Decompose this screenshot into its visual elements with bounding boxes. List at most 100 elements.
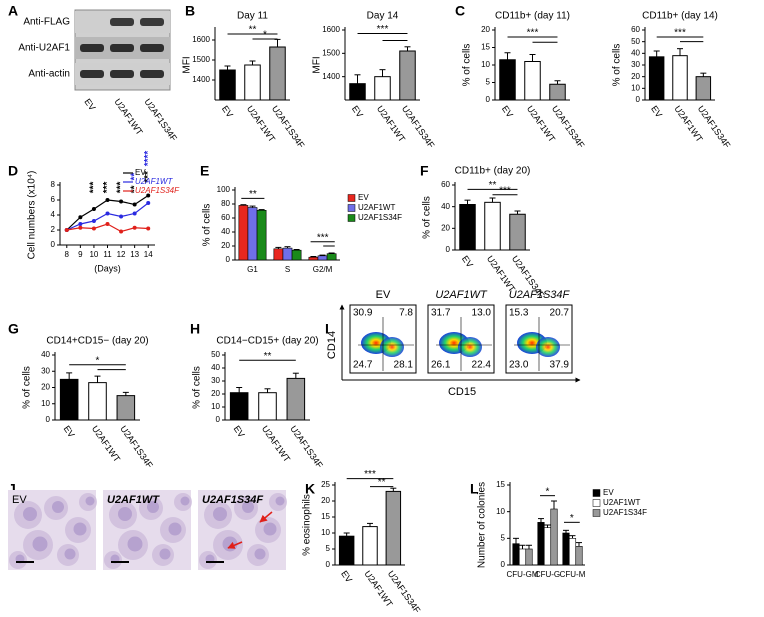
point (78, 222, 83, 226)
significance-label: *** (674, 28, 686, 39)
legend-swatch (592, 499, 601, 507)
quadrant-value: 26.1 (431, 360, 451, 371)
x-tick-label: U2AF1S34F (270, 104, 307, 151)
point (78, 225, 83, 230)
quadrant-value: 37.9 (550, 360, 570, 371)
y-axis-label: % of cells (202, 204, 213, 247)
significance-label: * (570, 513, 574, 524)
legend-label: EV (135, 168, 146, 177)
bar (518, 548, 527, 566)
bar (256, 210, 267, 261)
point (64, 228, 69, 232)
significance-label: ** (264, 351, 272, 362)
y-tick-label: 30 (211, 376, 220, 385)
point (132, 225, 137, 230)
point (132, 202, 137, 207)
point (119, 229, 124, 234)
nucleus (64, 548, 76, 560)
bar (385, 490, 402, 566)
quadrant-value: 24.7 (353, 360, 373, 371)
bar (543, 527, 552, 566)
significance-label: ** (129, 173, 140, 181)
point (119, 214, 124, 219)
panel-letter: B (185, 3, 195, 19)
bar (238, 205, 249, 261)
flow-density (536, 337, 560, 357)
bar (59, 378, 79, 421)
significance-label: *** (317, 232, 329, 243)
significance-label: ** (249, 189, 257, 200)
legend-label: U2AF1S34F (358, 213, 402, 222)
blot-row-label: Anti-actin (28, 69, 70, 80)
panel-letter: E (200, 163, 209, 179)
x-tick-label: U2AF1WT (90, 424, 123, 465)
flow-panel-label: U2AF1WT (435, 289, 488, 301)
bar (269, 46, 286, 101)
legend-label: U2AF1WT (135, 177, 173, 186)
nucleus (73, 522, 87, 536)
panel-letter: D (8, 163, 18, 179)
y-tick-label: 20 (41, 383, 50, 392)
panel-letter: J (8, 481, 16, 497)
y-tick-label: 80 (221, 199, 230, 208)
point (105, 198, 110, 202)
point (91, 226, 96, 231)
flow-x-label: CD15 (448, 386, 476, 398)
x-tick-label: G2/M (313, 265, 333, 274)
chart-title: CD11b+ (day 14) (642, 11, 718, 22)
blot-row-label: Anti-FLAG (23, 17, 70, 28)
y-tick-label: 1600 (322, 25, 340, 34)
y-tick-label: 20 (481, 25, 490, 34)
legend-label: U2AF1S34F (603, 508, 647, 517)
y-tick-label: 40 (221, 227, 230, 236)
x-tick-label: CFU-GM (507, 570, 539, 579)
x-tick-label: CFU-G (535, 570, 560, 579)
significance-label: * (96, 355, 100, 366)
point (146, 193, 151, 198)
x-tick-label: U2AF1S34F (386, 569, 423, 616)
legend-swatch (347, 214, 356, 222)
y-tick-label: 10 (211, 402, 220, 411)
nucleus (242, 501, 254, 513)
y-tick-label: 0 (216, 415, 221, 424)
y-tick-label: 15 (321, 512, 330, 521)
y-tick-label: 40 (631, 48, 640, 57)
chart-title: CD11b+ (day 11) (495, 11, 570, 22)
x-tick-label: U2AF1WT (260, 424, 293, 465)
bar (524, 61, 541, 101)
quadrant-value: 7.8 (399, 308, 413, 319)
flow-panel-label: U2AF1S34F (509, 289, 571, 301)
bar (282, 247, 293, 261)
point (146, 226, 151, 231)
y-axis-label: % of cells (22, 366, 33, 409)
nucleus (222, 536, 238, 552)
y-tick-label: 5 (326, 544, 331, 553)
bar (695, 76, 712, 101)
y-tick-label: 40 (211, 363, 220, 372)
y-tick-label: 0 (46, 415, 51, 424)
significance-label: *** (143, 171, 154, 183)
nucleus (127, 536, 143, 552)
nucleus (254, 548, 266, 560)
significance-label: *** (116, 181, 127, 193)
y-tick-label: 20 (631, 72, 640, 81)
x-tick-label: EV (220, 104, 235, 120)
x-axis-label: (Days) (94, 263, 121, 273)
quadrant-value: 20.7 (550, 308, 570, 319)
y-tick-label: 60 (441, 180, 450, 189)
x-tick-label: EV (460, 254, 475, 270)
y-tick-label: 1500 (322, 48, 340, 57)
nucleus (118, 507, 132, 521)
bar (549, 83, 566, 101)
chart-title: CD11b+ (day 20) (455, 166, 531, 177)
x-tick-label: 14 (144, 250, 153, 259)
x-tick-label: U2AF1S34F (550, 104, 587, 151)
y-axis-label: MFI (182, 56, 193, 73)
y-tick-label: 60 (631, 25, 640, 34)
y-axis-label: % of cells (192, 366, 203, 409)
y-tick-label: 4 (51, 210, 56, 219)
chart-title: CD14−CD15+ (day 20) (216, 336, 318, 347)
x-tick-label: EV (500, 104, 515, 120)
blot-band (140, 70, 164, 78)
micrograph-label: EV (12, 494, 27, 506)
